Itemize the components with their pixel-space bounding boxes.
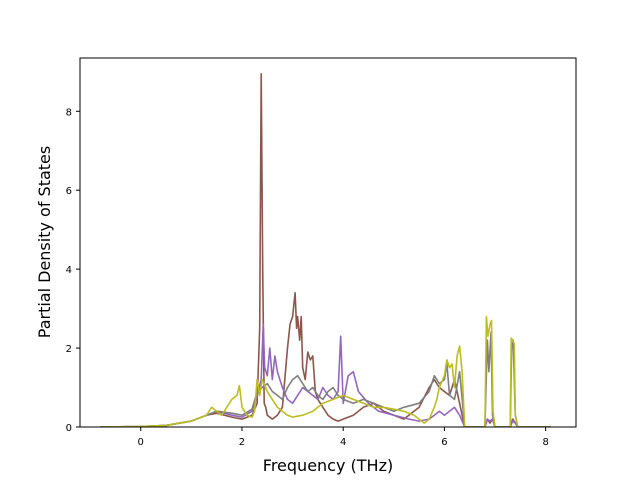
x-tick-label: 6 <box>441 437 447 448</box>
y-axis-label: Partial Density of States <box>35 146 54 338</box>
x-axis-label: Frequency (THz) <box>263 456 393 475</box>
y-tick-label: 0 <box>66 423 72 434</box>
plot-frame <box>79 57 577 428</box>
y-tick-label: 2 <box>66 344 72 355</box>
y-tick-label: 6 <box>66 186 72 197</box>
x-tick-label: 8 <box>542 437 548 448</box>
x-tick-label: 4 <box>340 437 346 448</box>
series-line-4 <box>100 315 551 427</box>
y-axis: 0 2 4 6 8 <box>66 107 80 434</box>
x-axis: 0 2 4 6 8 <box>138 427 549 448</box>
x-tick-label: 2 <box>239 437 245 448</box>
series-line-2 <box>100 323 551 427</box>
y-tick-label: 8 <box>66 107 72 118</box>
x-tick-label: 0 <box>138 437 144 448</box>
y-tick-label: 4 <box>66 265 72 276</box>
series-layer <box>100 73 551 427</box>
